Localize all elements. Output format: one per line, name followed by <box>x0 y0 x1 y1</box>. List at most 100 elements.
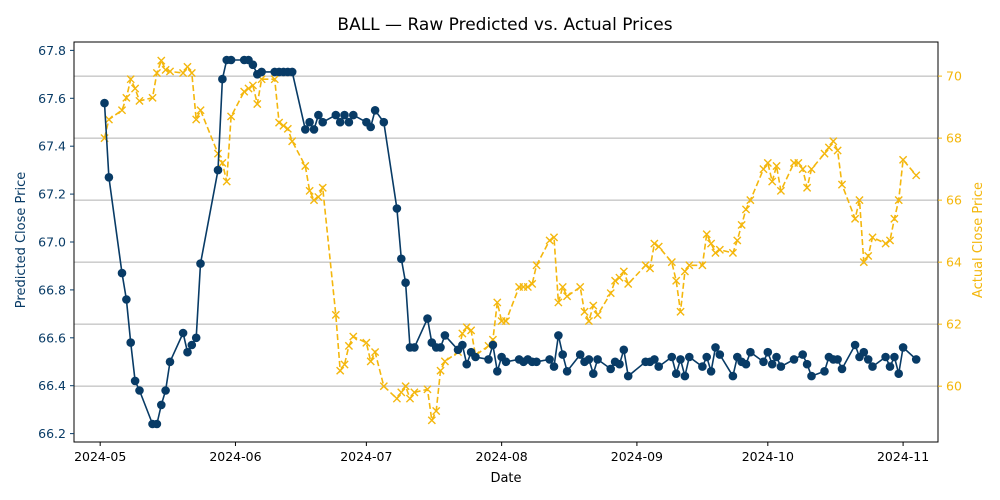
predicted-price-point <box>178 328 188 338</box>
predicted-price-point <box>833 355 842 364</box>
actual-price-point <box>562 292 572 301</box>
actual-price-point <box>331 310 340 319</box>
predicted-price-point <box>161 386 170 395</box>
actual-price-point <box>772 161 781 171</box>
actual-price-point <box>379 382 388 391</box>
predicted-price-point <box>667 352 677 362</box>
actual-price-point <box>741 205 751 214</box>
predicted-price-point <box>462 359 472 369</box>
actual-price-point <box>672 276 681 285</box>
y-left-tick-label: 66.2 <box>38 426 66 441</box>
predicted-price-point <box>885 362 895 371</box>
predicted-price-point <box>287 67 297 77</box>
predicted-price-point <box>135 386 144 395</box>
predicted-price-point <box>881 352 890 362</box>
y-right-tick-label: 64 <box>946 255 962 270</box>
predicted-price-point <box>117 268 127 278</box>
actual-price-point <box>196 106 205 115</box>
actual-price-point <box>711 248 720 257</box>
predicted-price-point <box>702 352 711 362</box>
actual-price-point <box>218 158 227 168</box>
actual-price-point <box>401 382 410 391</box>
actual-price-point <box>466 326 476 335</box>
y-right-tick-label: 66 <box>946 193 962 208</box>
actual-price-point <box>523 282 532 292</box>
actual-price-point <box>715 245 724 254</box>
predicted-price-point <box>126 338 135 347</box>
predicted-price-point <box>772 352 781 362</box>
actual-price-point <box>593 310 602 319</box>
y-left-tick-label: 66.8 <box>38 282 66 297</box>
predicted-price-point <box>767 359 777 369</box>
predicted-price-point <box>741 359 751 369</box>
actual-price-point <box>183 62 192 71</box>
predicted-price-point <box>898 343 908 352</box>
predicted-price-point <box>863 355 873 364</box>
predicted-price-point <box>344 117 354 127</box>
actual-price-point <box>274 118 284 127</box>
y-right-tick-label: 68 <box>946 131 962 146</box>
predicted-price-point <box>676 355 685 364</box>
predicted-price-point <box>615 359 624 369</box>
predicted-price-point <box>340 110 349 120</box>
actual-price-point <box>301 161 310 171</box>
predicted-price-point <box>584 355 594 364</box>
predicted-price-point <box>715 350 725 359</box>
predicted-price-point <box>436 343 445 352</box>
predicted-price-point <box>545 355 554 364</box>
actual-price-point <box>868 233 877 242</box>
actual-price-point <box>702 230 711 239</box>
actual-price-point <box>248 81 258 90</box>
actual-price-point <box>859 258 868 267</box>
predicted-price-point <box>606 364 615 374</box>
actual-price-point <box>226 112 236 121</box>
actual-price-point <box>558 282 567 292</box>
predicted-price-point <box>257 67 266 77</box>
predicted-price-point <box>763 347 773 357</box>
x-tick-label: 2024-08 <box>476 449 528 464</box>
actual-price-point <box>532 261 541 270</box>
predicted-price-point <box>370 106 380 115</box>
actual-price-point <box>192 115 201 124</box>
actual-price-point <box>240 87 249 96</box>
actual-price-point <box>314 192 323 202</box>
x-tick-label: 2024-07 <box>340 449 392 464</box>
predicted-price-point <box>759 357 768 367</box>
x-tick-label: 2024-11 <box>877 449 929 464</box>
actual-price-point <box>898 155 908 164</box>
actual-price-point <box>178 68 188 78</box>
actual-price-point <box>122 93 131 102</box>
predicted-price-point <box>314 110 323 120</box>
predicted-price-point <box>589 369 598 379</box>
y-right-tick-label: 60 <box>946 379 962 394</box>
actual-price-point <box>187 68 196 78</box>
actual-price-point <box>130 84 140 93</box>
predicted-price-point <box>807 371 816 381</box>
chart-title: BALL — Raw Predicted vs. Actual Prices <box>337 15 672 35</box>
actual-price-point <box>912 171 921 180</box>
x-tick-label: 2024-05 <box>74 449 126 464</box>
predicted-price-point <box>104 173 114 182</box>
actual-price-point <box>104 115 114 124</box>
y-axis-left: 66.2 66.4 66.6 66.8 67.0 67.2 67.4 67.6 67.8 <box>38 43 74 441</box>
predicted-price-point <box>706 367 716 376</box>
actual-price-point <box>152 68 162 78</box>
actual-price-point <box>645 264 655 273</box>
actual-price-point <box>824 143 834 152</box>
predicted-price-point <box>335 117 345 127</box>
predicted-price-point <box>410 343 419 352</box>
predicted-price-point <box>349 110 358 120</box>
actual-price-point <box>855 196 864 205</box>
gridlines <box>74 75 938 387</box>
actual-price-point <box>584 316 594 326</box>
predicted-price-series <box>100 55 921 429</box>
actual-price-point <box>763 158 772 168</box>
predicted-price-point <box>100 98 109 108</box>
actual-price-point <box>336 366 345 375</box>
x-tick-label: 2024-06 <box>209 449 261 464</box>
predicted-price-point <box>680 371 690 381</box>
actual-price-point <box>576 282 585 292</box>
actual-price-point <box>615 273 624 282</box>
